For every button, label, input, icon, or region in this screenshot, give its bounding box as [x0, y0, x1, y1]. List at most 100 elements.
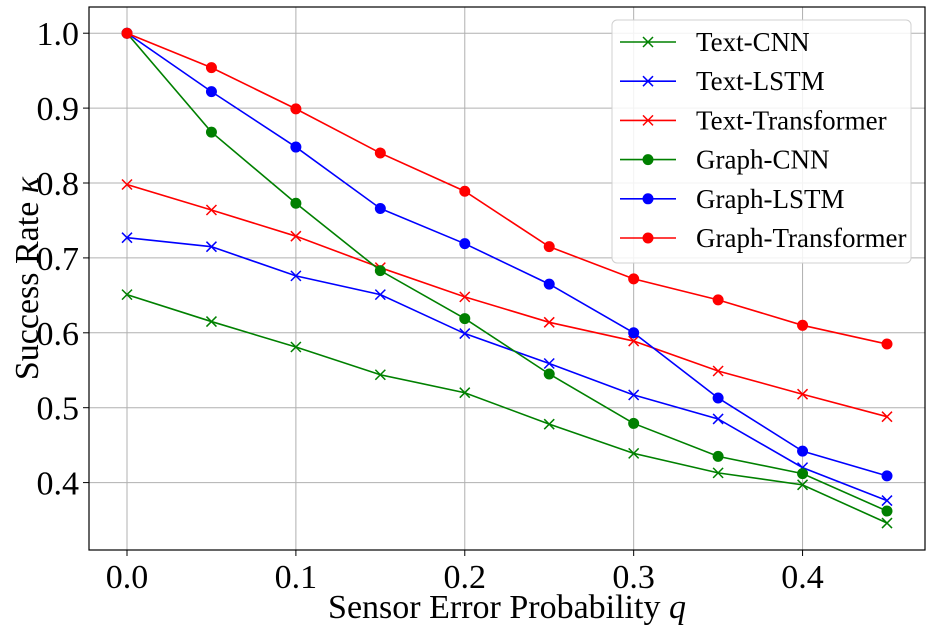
legend-item-text-cnn: Text-CNN — [620, 27, 810, 57]
legend-box — [611, 19, 912, 264]
data-point-graph-lstm — [797, 445, 809, 457]
x-tick-label: 0.1 — [275, 559, 318, 596]
data-point-text-transformer — [881, 411, 893, 423]
legend-marker — [642, 193, 654, 205]
data-point-text-transformer — [290, 230, 302, 242]
y-tick-label: 0.8 — [37, 166, 80, 203]
series-lines — [121, 27, 893, 529]
series-line-graph-cnn — [126, 32, 888, 512]
data-point-text-cnn — [797, 479, 809, 491]
data-point-graph-cnn — [628, 417, 640, 429]
data-point-graph-cnn — [543, 368, 555, 380]
data-point-graph-transformer — [543, 241, 555, 253]
data-point-graph-cnn — [290, 197, 302, 209]
data-point-text-lstm — [881, 495, 893, 507]
data-point-graph-transformer — [712, 294, 724, 306]
legend-item-graph-cnn: Graph-CNN — [620, 145, 829, 175]
data-point-graph-lstm — [459, 238, 471, 250]
data-point-text-cnn — [374, 369, 386, 381]
y-axis-ticks: 0.4 0.5 0.6 0.7 0.8 0.9 1.0 — [37, 16, 89, 503]
series-graph-transformer — [121, 27, 893, 350]
data-point-graph-cnn — [712, 450, 724, 462]
data-point-graph-cnn — [797, 468, 809, 480]
data-point-graph-transformer — [121, 27, 133, 39]
data-point-graph-transformer — [459, 185, 471, 197]
data-point-text-lstm — [121, 232, 133, 244]
data-point-graph-transformer — [374, 147, 386, 159]
data-point-text-lstm — [459, 328, 471, 340]
y-tick-label: 0.7 — [37, 241, 80, 278]
data-point-text-transformer — [121, 178, 133, 191]
legend-label: Text-LSTM — [696, 66, 825, 96]
y-tick-label: 0.4 — [37, 466, 80, 503]
y-tick-label: 0.5 — [37, 391, 80, 428]
data-point-graph-lstm — [205, 86, 217, 98]
data-point-graph-transformer — [881, 338, 893, 350]
data-point-text-lstm — [628, 389, 640, 401]
series-line-graph-transformer — [126, 32, 888, 345]
data-point-text-cnn — [712, 467, 724, 479]
data-point-text-transformer — [459, 291, 471, 303]
data-point-text-cnn — [459, 387, 471, 399]
data-point-graph-lstm — [290, 141, 302, 153]
legend-label: Text-Transformer — [696, 105, 887, 135]
series-line-text-lstm — [126, 236, 888, 502]
data-point-text-cnn — [121, 289, 133, 301]
legend-label: Text-CNN — [696, 27, 810, 57]
data-point-graph-lstm — [712, 392, 724, 404]
legend: Text-CNN Text-LSTM Text-Transformer Graph-C… — [611, 19, 912, 264]
series-line-text-transformer — [126, 183, 888, 418]
data-point-text-transformer — [797, 388, 809, 400]
legend-item-text-transformer: Text-Transformer — [620, 105, 887, 135]
y-tick-label: 1.0 — [37, 16, 80, 53]
data-point-graph-cnn — [459, 313, 471, 325]
series-line-graph-lstm — [126, 32, 888, 477]
legend-marker — [642, 154, 654, 166]
data-point-text-lstm — [290, 270, 302, 282]
data-point-text-cnn — [628, 447, 640, 459]
x-axis-ticks: 0.0 0.1 0.2 0.3 0.4 — [106, 550, 824, 596]
y-axis-label: Success Rate κ — [9, 176, 46, 380]
data-point-text-lstm — [543, 357, 555, 370]
data-point-text-transformer — [628, 335, 640, 347]
x-tick-label: 0.0 — [106, 559, 149, 596]
legend-item-graph-lstm: Graph-LSTM — [620, 184, 844, 214]
data-point-text-transformer — [205, 204, 217, 216]
data-point-graph-lstm — [628, 327, 640, 339]
data-point-text-cnn — [543, 418, 555, 430]
legend-item-text-lstm: Text-LSTM — [620, 66, 825, 96]
data-point-graph-cnn — [205, 126, 217, 138]
data-point-text-lstm — [712, 413, 724, 425]
data-point-text-cnn — [290, 341, 302, 353]
legend-item-graph-transformer: Graph-Transformer — [620, 223, 906, 253]
x-axis-label: Sensor Error Probability q — [328, 589, 686, 626]
data-point-graph-lstm — [543, 278, 555, 290]
legend-label: Graph-Transformer — [696, 223, 906, 253]
y-tick-label: 0.6 — [37, 316, 80, 353]
legend-marker — [642, 36, 654, 48]
data-point-graph-lstm — [881, 470, 893, 482]
data-point-text-cnn — [881, 517, 893, 529]
series-line-text-cnn — [126, 293, 888, 524]
data-point-text-lstm — [374, 289, 386, 301]
x-tick-label: 0.3 — [612, 559, 655, 596]
x-tick-label: 0.2 — [444, 559, 487, 596]
data-point-text-transformer — [543, 316, 555, 328]
legend-label: Graph-LSTM — [696, 184, 844, 214]
y-tick-label: 0.9 — [37, 91, 80, 128]
data-point-graph-transformer — [205, 62, 217, 74]
x-tick-label: 0.4 — [781, 559, 824, 596]
data-point-graph-transformer — [628, 273, 640, 285]
data-point-graph-cnn — [881, 505, 893, 517]
series-text-lstm — [121, 232, 893, 507]
legend-marker — [642, 114, 654, 126]
series-graph-lstm — [121, 27, 893, 482]
data-point-text-transformer — [712, 365, 724, 377]
legend-marker — [642, 75, 654, 87]
data-point-graph-transformer — [797, 319, 809, 331]
series-text-cnn — [121, 289, 893, 529]
legend-marker — [642, 232, 654, 244]
data-point-text-cnn — [205, 316, 217, 328]
data-point-graph-transformer — [290, 103, 302, 115]
